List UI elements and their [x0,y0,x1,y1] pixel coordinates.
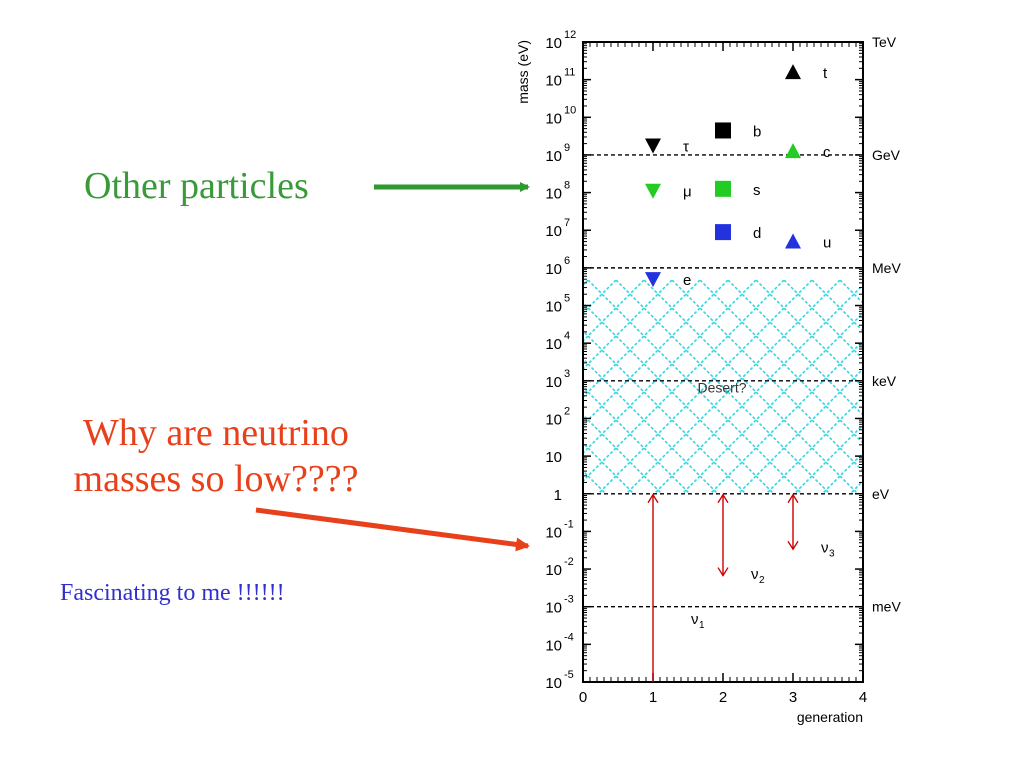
y-tick-label: 10 [545,299,562,316]
y-tick-label: 1 [554,487,562,504]
desert-region [583,279,863,494]
particle-label: c [823,144,831,161]
y-tick-exponent: 9 [564,142,570,154]
particle-marker-triangle-down [645,272,661,288]
neutrino-subscript: 1 [699,620,705,631]
why-neutrino-question: Why are neutrino masses so low???? [36,410,396,502]
y-tick-label: 10 [545,186,562,203]
y-tick-exponent: 4 [564,330,570,342]
y-tick-exponent: -4 [564,631,574,643]
why-line-1: Why are neutrino [83,412,349,454]
y-tick-exponent: 10 [564,104,576,116]
why-line-2: masses so low???? [73,458,359,500]
y-tick-label: 10 [545,110,562,127]
energy-level-label: meV [872,599,901,615]
energy-level-label: TeV [872,34,897,50]
neutrino-label: ν [751,566,759,583]
particle-marker-square [715,224,731,241]
particle-marker-triangle-up [785,143,801,159]
y-tick-label: 10 [545,148,562,165]
particle-label: u [823,235,831,252]
y-tick-label: 10 [545,675,562,692]
y-tick-label: 10 [545,449,562,466]
energy-level-label: eV [872,486,890,502]
neutrino-label: ν [691,611,699,628]
particle-marker-triangle-down [645,138,661,154]
neutrino-bound-arrowhead-bottom [787,540,799,551]
y-tick-exponent: -5 [564,669,574,681]
x-axis-label: generation [797,709,863,725]
x-tick-label: 1 [649,689,657,706]
energy-level-label: keV [872,373,897,389]
neutrino-subscript: 3 [829,548,835,559]
particle-marker-triangle-down [645,183,661,199]
y-tick-label: 10 [545,261,562,278]
y-tick-exponent: 12 [564,29,576,41]
y-tick-exponent: 6 [564,255,570,267]
y-tick-label: 10 [545,336,562,353]
y-tick-label: 10 [545,374,562,391]
x-tick-label: 3 [789,689,797,706]
x-tick-label: 4 [859,689,867,706]
y-tick-label: 10 [545,600,562,617]
y-tick-exponent: 7 [564,217,570,229]
y-tick-label: 10 [545,562,562,579]
particle-label: τ [683,139,689,156]
y-tick-exponent: 8 [564,180,570,192]
neutrino-arrow [255,507,530,552]
particle-label: μ [683,184,692,201]
particle-marker-triangle-up [785,64,801,80]
y-tick-label: 10 [545,637,562,654]
y-tick-exponent: 11 [564,67,575,79]
y-tick-exponent: -2 [564,556,574,568]
neutrino-label: ν [821,539,829,556]
neutrino-subscript: 2 [759,575,765,586]
y-tick-label: 10 [545,223,562,240]
y-tick-exponent: 5 [564,293,570,305]
particle-marker-square [715,122,731,139]
y-tick-label: 10 [545,73,562,90]
particle-marker-square [715,180,731,197]
y-axis-label: mass (eV) [515,40,531,104]
fascinating-note: Fascinating to me !!!!!! [60,580,285,606]
particle-label: d [753,225,761,242]
particle-label: e [683,272,691,289]
desert-label: Desert? [697,379,746,395]
neutrino-bound-arrowhead-top [647,493,659,504]
particle-marker-triangle-up [785,233,801,249]
x-tick-label: 0 [579,689,587,706]
neutrino-bound-arrowhead-top [717,493,729,504]
other-particles-label: Other particles [84,165,309,207]
y-tick-label: 10 [545,411,562,428]
energy-level-label: MeV [872,260,901,276]
y-tick-label: 10 [545,35,562,52]
energy-level-label: GeV [872,147,901,163]
neutrino-bound-arrowhead-bottom [717,567,729,577]
y-tick-exponent: 3 [564,368,570,380]
particle-label: b [753,123,761,140]
y-tick-exponent: 2 [564,405,570,417]
particle-label: t [823,65,828,82]
neutrino-bound-arrowhead-top [787,493,799,504]
y-tick-exponent: -3 [564,594,574,606]
x-tick-label: 2 [719,689,727,706]
y-tick-label: 10 [545,524,562,541]
y-tick-exponent: -1 [564,518,574,530]
particle-label: s [753,182,761,199]
